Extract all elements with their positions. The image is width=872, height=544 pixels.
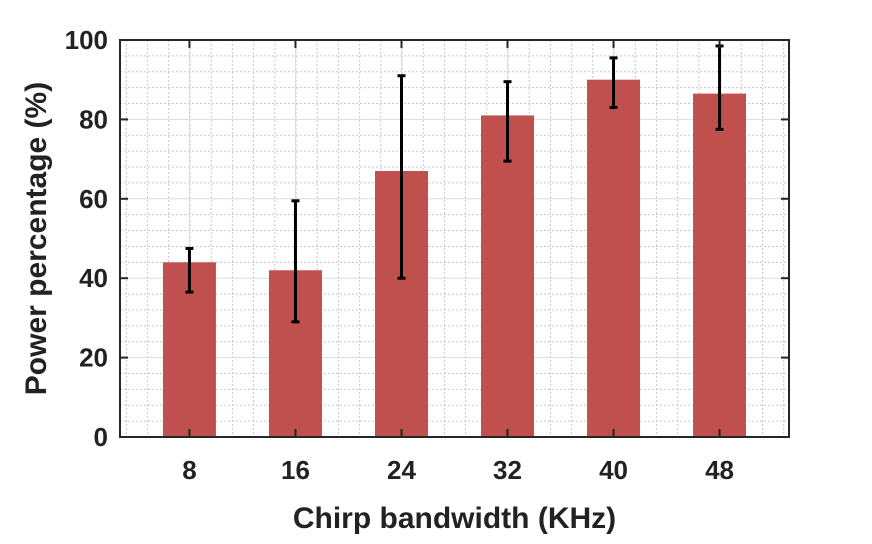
- bar-40: [587, 79, 641, 437]
- plot-frame: [119, 39, 790, 438]
- bar-48: [693, 93, 747, 437]
- error-bar-40: [609, 56, 618, 109]
- x-tick-label: 40: [599, 455, 628, 485]
- error-bar-16: [291, 199, 300, 324]
- y-axis-title: Power percentage (%): [20, 82, 53, 395]
- error-bar-8: [185, 246, 194, 294]
- x-tick-labels: 8 16 24 32 40 48: [182, 455, 734, 485]
- y-tick-label: 20: [79, 343, 108, 373]
- error-bars-group: [185, 44, 724, 324]
- axis-ticks: [120, 39, 789, 438]
- x-tick-label: 8: [182, 455, 196, 485]
- y-tick-label: 80: [79, 104, 108, 134]
- x-tick-label: 24: [387, 455, 416, 485]
- y-tick-label: 40: [79, 263, 108, 293]
- bar-32: [481, 115, 535, 438]
- y-tick-label: 100: [65, 25, 108, 55]
- error-bar-24: [397, 74, 406, 280]
- x-tick-label: 48: [705, 455, 734, 485]
- y-tick-label: 0: [94, 422, 108, 452]
- y-tick-label: 60: [79, 184, 108, 214]
- error-bar-32: [503, 80, 512, 163]
- x-tick-label: 16: [281, 455, 310, 485]
- y-tick-labels: 0 20 40 60 80 100: [65, 25, 108, 452]
- x-axis-title: Chirp bandwidth (KHz): [293, 502, 616, 535]
- minor-grid: [120, 40, 789, 437]
- x-tick-label: 32: [493, 455, 522, 485]
